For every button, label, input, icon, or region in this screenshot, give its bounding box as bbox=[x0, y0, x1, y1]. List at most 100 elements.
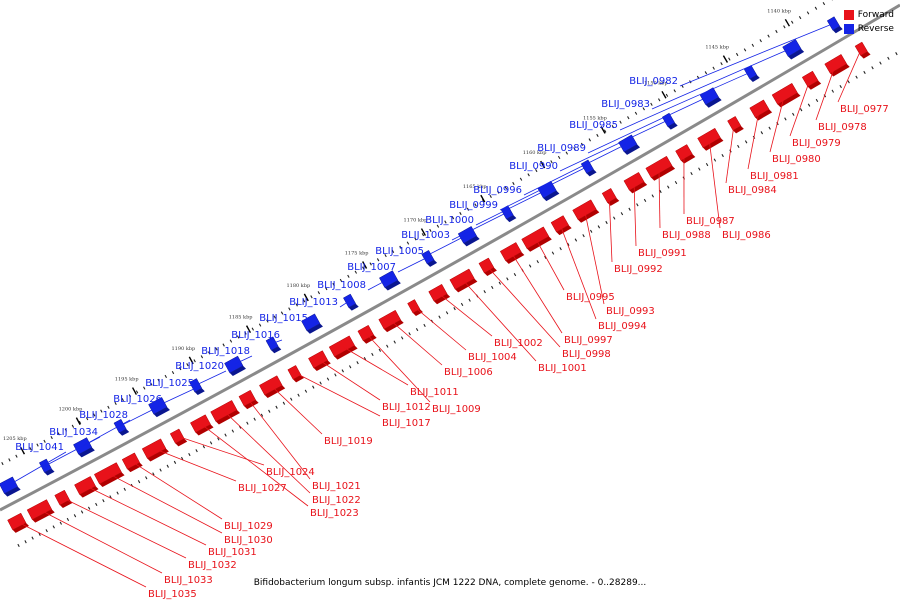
gene-label-blij_0998[interactable]: BLIJ_0998 bbox=[562, 349, 611, 360]
gene-label-blij_1029[interactable]: BLIJ_1029 bbox=[224, 521, 273, 532]
gene-label-blij_0996[interactable]: BLIJ_0996 bbox=[473, 185, 522, 196]
gene-shadow bbox=[79, 486, 99, 498]
gene-label-blij_0984[interactable]: BLIJ_0984 bbox=[728, 185, 777, 196]
gene-label-blij_1002[interactable]: BLIJ_1002 bbox=[494, 338, 543, 349]
track-tick bbox=[159, 468, 162, 472]
gene-label-blij_0987[interactable]: BLIJ_0987 bbox=[686, 216, 735, 227]
gene-label-blij_1005[interactable]: BLIJ_1005 bbox=[375, 246, 424, 257]
track-tick bbox=[651, 194, 655, 198]
track-tick bbox=[636, 203, 639, 207]
legend: Forward Reverse bbox=[843, 8, 894, 36]
gene-label-blij_0982[interactable]: BLIJ_0982 bbox=[629, 76, 678, 87]
gene-label-blij_1030[interactable]: BLIJ_1030 bbox=[224, 535, 273, 546]
gene-label-blij_0997[interactable]: BLIJ_0997 bbox=[564, 335, 613, 346]
gene-block[interactable] bbox=[623, 172, 645, 191]
gene-label-blij_1022[interactable]: BLIJ_1022 bbox=[312, 495, 361, 506]
callout-line bbox=[475, 189, 548, 226]
gene-block[interactable] bbox=[421, 249, 435, 265]
callout-line bbox=[499, 166, 588, 211]
gene-label-blij_0980[interactable]: BLIJ_0980 bbox=[772, 154, 821, 165]
callout-line bbox=[559, 119, 669, 172]
track-tick bbox=[596, 133, 599, 138]
gene-label-blij_0989[interactable]: BLIJ_0989 bbox=[537, 143, 586, 154]
gene-label-blij_1018[interactable]: BLIJ_1018 bbox=[201, 346, 250, 357]
gene-label-blij_1026[interactable]: BLIJ_1026 bbox=[113, 394, 162, 405]
track-tick bbox=[371, 352, 374, 357]
callout-line bbox=[651, 47, 793, 110]
gene-label-blij_1034[interactable]: BLIJ_1034 bbox=[49, 427, 98, 438]
gene-label-blij_1019[interactable]: BLIJ_1019 bbox=[324, 436, 373, 447]
gene-block[interactable] bbox=[854, 41, 868, 56]
gene-block[interactable] bbox=[521, 226, 550, 250]
gene-label-blij_0999[interactable]: BLIJ_0999 bbox=[449, 200, 498, 211]
gene-label-blij_0985[interactable]: BLIJ_0985 bbox=[569, 120, 618, 131]
gene-label-blij_1008[interactable]: BLIJ_1008 bbox=[317, 280, 366, 291]
track-tick bbox=[80, 510, 84, 514]
track-tick bbox=[253, 417, 256, 421]
track-tick bbox=[15, 454, 18, 458]
gene-label-blij_0993[interactable]: BLIJ_0993 bbox=[606, 306, 655, 317]
gene-shadow bbox=[586, 169, 597, 177]
gene-label-blij_1009[interactable]: BLIJ_1009 bbox=[432, 404, 481, 415]
gene-label-blij_0990[interactable]: BLIJ_0990 bbox=[509, 161, 558, 172]
gene-label-blij_1015[interactable]: BLIJ_1015 bbox=[259, 313, 308, 324]
gene-shadow bbox=[788, 48, 805, 60]
gene-label-blij_1001[interactable]: BLIJ_1001 bbox=[538, 363, 587, 374]
gene-block[interactable] bbox=[7, 512, 27, 531]
gene-label-blij_1004[interactable]: BLIJ_1004 bbox=[468, 352, 517, 363]
gene-label-blij_1028[interactable]: BLIJ_1028 bbox=[79, 410, 128, 421]
gene-label-blij_0994[interactable]: BLIJ_0994 bbox=[598, 321, 647, 332]
gene-label-blij_0988[interactable]: BLIJ_0988 bbox=[662, 230, 711, 241]
gene-label-blij_0981[interactable]: BLIJ_0981 bbox=[750, 171, 799, 182]
gene-shadow bbox=[733, 125, 744, 134]
gene-label-blij_1025[interactable]: BLIJ_1025 bbox=[145, 378, 194, 389]
gene-label-blij_1023[interactable]: BLIJ_1023 bbox=[310, 508, 359, 519]
gene-label-blij_0983[interactable]: BLIJ_0983 bbox=[601, 99, 650, 110]
gene-label-blij_1000[interactable]: BLIJ_1000 bbox=[425, 215, 474, 226]
gene-label-blij_1017[interactable]: BLIJ_1017 bbox=[382, 418, 431, 429]
track-tick bbox=[356, 361, 359, 365]
gene-label-blij_0995[interactable]: BLIJ_0995 bbox=[566, 292, 615, 303]
track-tick bbox=[59, 521, 63, 525]
gene-label-blij_1011[interactable]: BLIJ_1011 bbox=[410, 387, 459, 398]
callout-line bbox=[270, 385, 323, 435]
gene-block[interactable] bbox=[572, 199, 597, 221]
track-tick bbox=[222, 343, 225, 347]
gene-label-blij_1031[interactable]: BLIJ_1031 bbox=[208, 547, 257, 558]
gene-label-blij_1035[interactable]: BLIJ_1035 bbox=[148, 589, 197, 600]
gene-label-blij_1021[interactable]: BLIJ_1021 bbox=[312, 481, 361, 492]
tick-label: 1185 kbp bbox=[229, 315, 253, 321]
gene-label-blij_1006[interactable]: BLIJ_1006 bbox=[444, 367, 493, 378]
gene-label-blij_1020[interactable]: BLIJ_1020 bbox=[175, 361, 224, 372]
gene-label-blij_1024[interactable]: BLIJ_1024 bbox=[266, 467, 315, 478]
gene-label-blij_0978[interactable]: BLIJ_0978 bbox=[818, 122, 867, 133]
gene-label-blij_1013[interactable]: BLIJ_1013 bbox=[289, 297, 338, 308]
gene-block[interactable] bbox=[601, 188, 617, 204]
gene-label-blij_0992[interactable]: BLIJ_0992 bbox=[614, 264, 663, 275]
track-tick bbox=[582, 234, 585, 238]
gene-block[interactable] bbox=[449, 268, 475, 290]
gene-label-blij_1033[interactable]: BLIJ_1033 bbox=[164, 575, 213, 586]
gene-label-blij_1003[interactable]: BLIJ_1003 bbox=[401, 230, 450, 241]
gene-label-blij_1041[interactable]: BLIJ_1041 bbox=[15, 442, 64, 453]
gene-block[interactable] bbox=[378, 309, 402, 330]
gene-label-blij_1007[interactable]: BLIJ_1007 bbox=[347, 262, 396, 273]
gene-label-blij_1016[interactable]: BLIJ_1016 bbox=[231, 330, 280, 341]
gene-label-blij_0986[interactable]: BLIJ_0986 bbox=[722, 230, 771, 241]
track-tick bbox=[1, 461, 4, 466]
track-tick bbox=[386, 344, 389, 348]
gene-label-blij_0979[interactable]: BLIJ_0979 bbox=[792, 138, 841, 149]
track-tick bbox=[260, 413, 264, 417]
gene-label-blij_0991[interactable]: BLIJ_0991 bbox=[638, 248, 687, 259]
track-tick bbox=[879, 61, 882, 65]
callout-line bbox=[679, 23, 834, 87]
gene-label-blij_1032[interactable]: BLIJ_1032 bbox=[188, 560, 237, 571]
track-tick bbox=[792, 112, 795, 116]
gene-label-blij_1027[interactable]: BLIJ_1027 bbox=[238, 483, 287, 494]
gene-block[interactable] bbox=[824, 54, 848, 74]
gene-label-blij_1012[interactable]: BLIJ_1012 bbox=[382, 402, 431, 413]
track-tick bbox=[767, 34, 770, 38]
gene-label-blij_0977[interactable]: BLIJ_0977 bbox=[840, 104, 889, 115]
callout-line bbox=[587, 95, 710, 154]
